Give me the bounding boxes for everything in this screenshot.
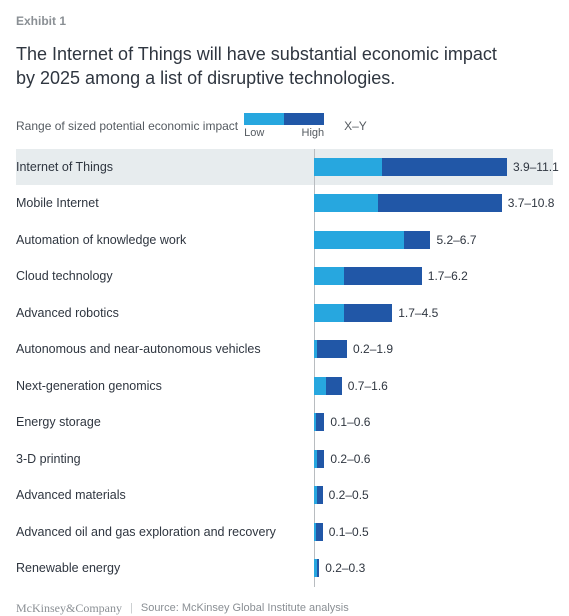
bar-segment-low <box>314 304 344 322</box>
bar-stack <box>314 267 422 285</box>
bar-segment-high <box>317 450 324 468</box>
bar-segment-high <box>316 523 323 541</box>
chart-row: 3-D printing 0.2–0.6 <box>16 441 553 478</box>
chart-row: Advanced materials 0.2–0.5 <box>16 477 553 514</box>
bar-segment-low <box>314 158 382 176</box>
bar-area: 0.2–0.5 <box>314 477 553 514</box>
bar-segment-high <box>326 377 342 395</box>
row-label: Autonomous and near-autonomous vehicles <box>16 342 314 356</box>
legend-xy-label: X–Y <box>344 119 367 133</box>
row-label: Automation of knowledge work <box>16 233 314 247</box>
row-value: 1.7–6.2 <box>428 269 468 283</box>
bar-segment-high <box>382 158 507 176</box>
bar-area: 0.7–1.6 <box>314 368 553 405</box>
bar-stack <box>314 194 502 212</box>
chart-row: Advanced robotics 1.7–4.5 <box>16 295 553 332</box>
chart-row: Next-generation genomics 0.7–1.6 <box>16 368 553 405</box>
row-label: Next-generation genomics <box>16 379 314 393</box>
bar-stack <box>314 486 323 504</box>
bar-area: 5.2–6.7 <box>314 222 553 259</box>
bar-segment-high <box>378 194 501 212</box>
bar-area: 0.1–0.6 <box>314 404 553 441</box>
bar-segment-high <box>404 231 430 249</box>
row-label: Internet of Things <box>16 160 314 174</box>
bar-stack <box>314 304 392 322</box>
row-value: 0.2–0.3 <box>325 561 365 575</box>
bar-segment-high <box>317 559 319 577</box>
legend: Range of sized potential economic impact… <box>16 113 553 139</box>
bar-stack <box>314 158 507 176</box>
chart-row: Automation of knowledge work 5.2–6.7 <box>16 222 553 259</box>
chart-row: Advanced oil and gas exploration and rec… <box>16 514 553 551</box>
bar-segment-high <box>316 413 325 431</box>
row-value: 0.1–0.5 <box>329 525 369 539</box>
bar-segment-low <box>314 194 378 212</box>
bar-area: 1.7–4.5 <box>314 295 553 332</box>
chart-row: Energy storage 0.1–0.6 <box>16 404 553 441</box>
legend-swatch-high <box>284 113 324 125</box>
bar-stack <box>314 377 342 395</box>
row-value: 0.2–0.6 <box>330 452 370 466</box>
row-value: 0.2–1.9 <box>353 342 393 356</box>
footer-separator: | <box>130 602 133 614</box>
bar-area: 3.7–10.8 <box>314 185 554 222</box>
bar-stack <box>314 450 324 468</box>
footer: McKinsey&Company | Source: McKinsey Glob… <box>16 601 553 616</box>
row-value: 3.9–11.1 <box>513 160 559 174</box>
chart-row: Mobile Internet 3.7–10.8 <box>16 185 553 222</box>
bar-stack <box>314 413 324 431</box>
row-label: Renewable energy <box>16 561 314 575</box>
bar-segment-high <box>317 486 322 504</box>
row-label: 3-D printing <box>16 452 314 466</box>
bar-stack <box>314 559 319 577</box>
legend-swatch-low <box>244 113 284 125</box>
bar-stack <box>314 523 323 541</box>
legend-high-label: High <box>302 127 325 139</box>
row-value: 0.2–0.5 <box>329 488 369 502</box>
bar-area: 0.2–0.3 <box>314 550 553 587</box>
source-text: Source: McKinsey Global Institute analys… <box>141 602 349 614</box>
row-value: 0.1–0.6 <box>330 415 370 429</box>
legend-low-label: Low <box>244 127 264 139</box>
legend-swatch-group: Low High <box>244 113 324 139</box>
bar-segment-high <box>344 304 393 322</box>
range-bar-chart: Internet of Things3.9–11.1Mobile Interne… <box>16 149 553 587</box>
bar-area: 0.2–0.6 <box>314 441 553 478</box>
row-label: Advanced materials <box>16 488 314 502</box>
bar-stack <box>314 231 430 249</box>
bar-segment-high <box>344 267 422 285</box>
row-label: Advanced robotics <box>16 306 314 320</box>
chart-title: The Internet of Things will have substan… <box>16 42 516 91</box>
bar-area: 0.2–1.9 <box>314 331 553 368</box>
row-label: Cloud technology <box>16 269 314 283</box>
bar-segment-low <box>314 231 404 249</box>
exhibit-label: Exhibit 1 <box>16 14 553 28</box>
chart-row: Cloud technology 1.7–6.2 <box>16 258 553 295</box>
row-value: 5.2–6.7 <box>436 233 476 247</box>
bar-segment-high <box>317 340 347 358</box>
row-label: Energy storage <box>16 415 314 429</box>
row-value: 0.7–1.6 <box>348 379 388 393</box>
bar-area: 3.9–11.1 <box>314 149 559 186</box>
chart-row: Internet of Things3.9–11.1 <box>16 149 553 186</box>
chart-row: Autonomous and near-autonomous vehicles 0… <box>16 331 553 368</box>
brand-text: McKinsey&Company <box>16 601 122 616</box>
row-label: Mobile Internet <box>16 196 314 210</box>
bar-segment-low <box>314 267 344 285</box>
row-label: Advanced oil and gas exploration and rec… <box>16 525 314 539</box>
row-value: 3.7–10.8 <box>508 196 555 210</box>
bar-stack <box>314 340 347 358</box>
chart-row: Renewable energy 0.2–0.3 <box>16 550 553 587</box>
legend-text: Range of sized potential economic impact <box>16 119 244 133</box>
bar-segment-low <box>314 377 326 395</box>
row-value: 1.7–4.5 <box>398 306 438 320</box>
bar-area: 0.1–0.5 <box>314 514 553 551</box>
bar-area: 1.7–6.2 <box>314 258 553 295</box>
